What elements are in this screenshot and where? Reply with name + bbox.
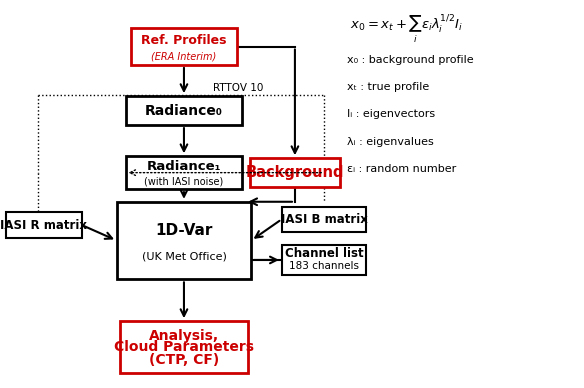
Text: (UK Met Office): (UK Met Office): [141, 251, 227, 261]
Bar: [126, 96, 242, 125]
Text: (CTP, CF): (CTP, CF): [149, 353, 219, 367]
Bar: [282, 246, 367, 275]
Text: IASI R matrix: IASI R matrix: [1, 218, 87, 232]
Text: εᵢ : random number: εᵢ : random number: [347, 164, 457, 174]
Text: IASI B matrix: IASI B matrix: [281, 213, 367, 226]
Bar: [117, 202, 251, 279]
Bar: [6, 213, 82, 237]
Text: RTTOV 10: RTTOV 10: [213, 83, 263, 93]
Text: 1D-Var: 1D-Var: [155, 223, 213, 238]
Text: $x_0 = x_t + \sum_i \varepsilon_i \lambda_i^{1/2} I_i$: $x_0 = x_t + \sum_i \varepsilon_i \lambd…: [350, 14, 464, 45]
Text: Iᵢ : eigenvectors: Iᵢ : eigenvectors: [347, 109, 436, 120]
Text: (with IASI noise): (with IASI noise): [144, 176, 224, 186]
Text: Radiance₁: Radiance₁: [147, 160, 221, 173]
Bar: [282, 206, 367, 232]
Bar: [131, 28, 237, 65]
Text: Channel list: Channel list: [285, 247, 363, 260]
Text: x₀ : background profile: x₀ : background profile: [347, 55, 474, 65]
Text: Background: Background: [246, 165, 344, 180]
Bar: [126, 156, 242, 189]
Text: Analysis,: Analysis,: [149, 329, 219, 343]
Text: Radiance₀: Radiance₀: [145, 104, 223, 118]
Bar: [250, 158, 340, 187]
Text: λᵢ : eigenvalues: λᵢ : eigenvalues: [347, 137, 434, 147]
Bar: [120, 321, 248, 373]
Text: Ref. Profiles: Ref. Profiles: [141, 34, 227, 47]
Text: (ERA Interim): (ERA Interim): [151, 51, 217, 61]
Text: 183 channels: 183 channels: [289, 261, 359, 271]
Text: xₜ : true profile: xₜ : true profile: [347, 82, 430, 92]
Text: Cloud Parameters: Cloud Parameters: [114, 340, 254, 354]
